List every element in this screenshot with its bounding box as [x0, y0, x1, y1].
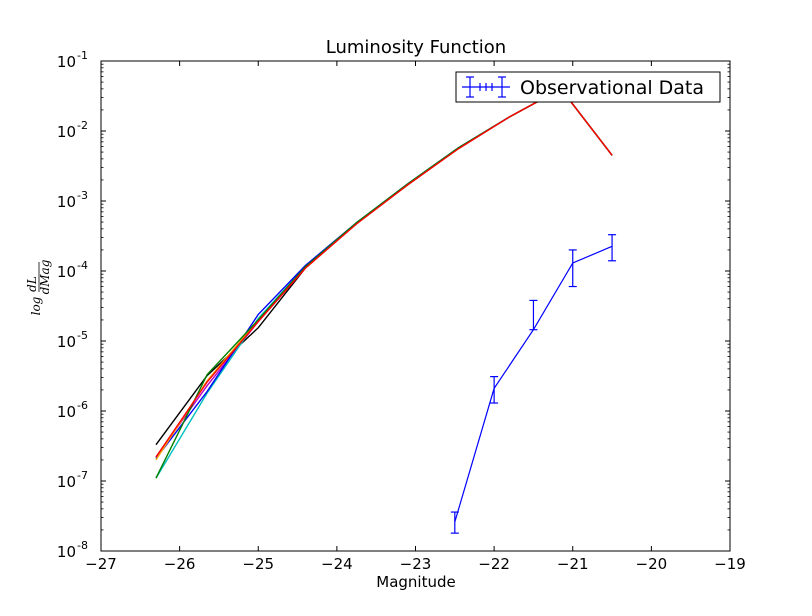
x-tick-label: −24	[321, 555, 353, 573]
x-tick-label: −22	[478, 555, 510, 573]
y-tick-label-exponent: -8	[77, 539, 88, 552]
y-tick-label-exponent: -4	[77, 259, 88, 272]
svg-text:log: log	[29, 296, 43, 315]
x-axis-label: Magnitude	[376, 573, 455, 591]
y-tick-label-exponent: -5	[77, 329, 88, 342]
y-tick-label-exponent: -6	[77, 399, 88, 412]
legend-label: Observational Data	[520, 77, 704, 99]
legend: Observational Data	[455, 71, 721, 103]
y-tick-label-exponent: -1	[77, 49, 88, 62]
svg-text:dMag: dMag	[38, 259, 52, 294]
y-tick-label-exponent: -3	[77, 189, 88, 202]
series-group	[155, 87, 617, 534]
y-tick-label: 10	[57, 193, 76, 211]
y-tick-label: 10	[57, 333, 76, 351]
x-tick-label: −25	[242, 555, 274, 573]
x-tick-label: −23	[400, 555, 432, 573]
x-tick-label: −20	[636, 555, 668, 573]
y-tick-label: 10	[57, 473, 76, 491]
y-tick-label-exponent: -7	[77, 469, 88, 482]
x-tick-label: −26	[164, 555, 196, 573]
chart-title: Luminosity Function	[326, 37, 506, 58]
x-tick-label: −27	[85, 555, 117, 573]
y-tick-label: 10	[57, 403, 76, 421]
y-axis-label: log dL dMag	[25, 259, 52, 315]
y-tick-label: 10	[57, 123, 76, 141]
y-tick-label-exponent: -2	[77, 119, 88, 132]
y-tick-label: 10	[57, 53, 76, 71]
model-series-line-7	[155, 87, 613, 458]
x-tick-label: −19	[714, 555, 746, 573]
y-tick-label: 10	[57, 263, 76, 281]
y-tick-label: 10	[57, 543, 76, 561]
svg-text:dL: dL	[25, 276, 39, 292]
x-tick-label: −21	[557, 555, 589, 573]
